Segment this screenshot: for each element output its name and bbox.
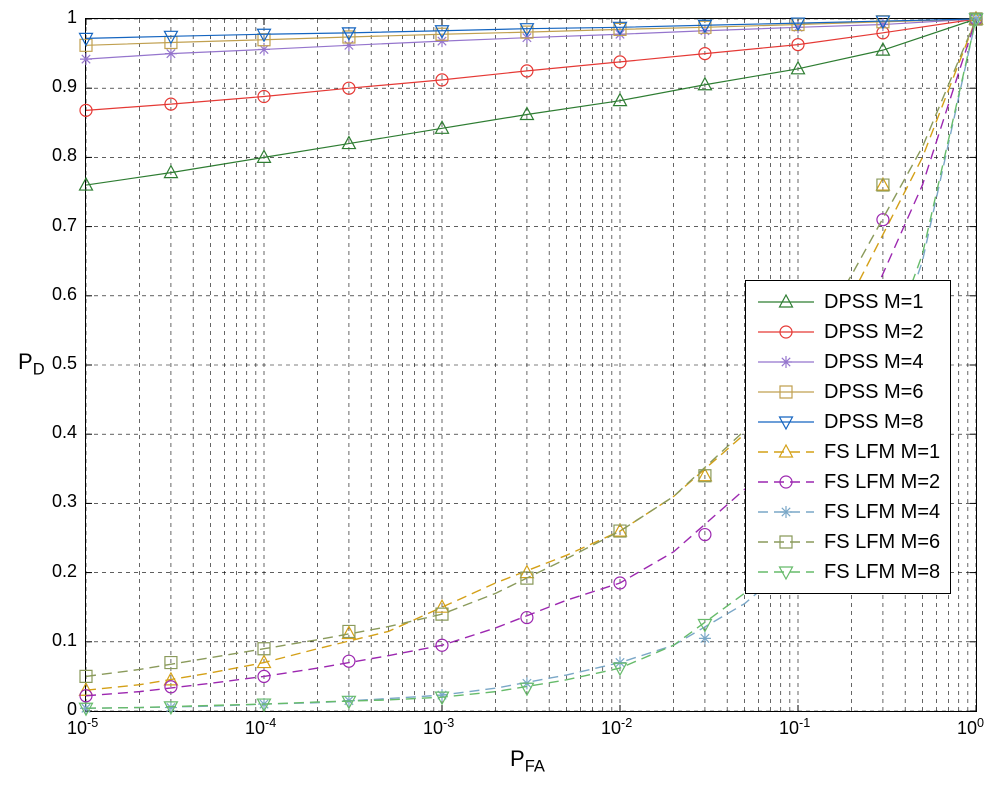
x-tick-label: 10-3 (423, 716, 454, 739)
legend-item-fs_m1: FS LFM M=1 (756, 437, 940, 467)
series-dpss_m2 (86, 19, 976, 110)
legend-label: DPSS M=8 (824, 411, 923, 434)
x-tick-label: 100 (957, 716, 984, 739)
y-tick-label: 0 (67, 699, 77, 720)
legend-label: DPSS M=6 (824, 381, 923, 404)
y-tick-label: 1 (67, 7, 77, 28)
marker-dpss_m4 (699, 25, 711, 37)
marker-fs_m4 (165, 702, 177, 714)
legend-label: DPSS M=2 (824, 321, 923, 344)
y-tick-label: 0.2 (52, 561, 77, 582)
marker-dpss_m4 (165, 48, 177, 60)
marker-fs_m4 (436, 689, 448, 701)
series-dpss_m4 (86, 19, 976, 59)
x-tick-label: 10-2 (601, 716, 632, 739)
legend-label: DPSS M=4 (824, 351, 923, 374)
y-tick-label: 0.5 (52, 353, 77, 374)
legend-item-dpss_m2: DPSS M=2 (756, 317, 940, 347)
y-tick-label: 0.1 (52, 630, 77, 651)
legend-item-dpss_m8: DPSS M=8 (756, 407, 940, 437)
y-tick-label: 0.9 (52, 76, 77, 97)
legend-item-fs_m8: FS LFM M=8 (756, 557, 940, 587)
marker-dpss_m4 (80, 53, 92, 65)
legend-item-fs_m4: FS LFM M=4 (756, 497, 940, 527)
legend-item-dpss_m4: DPSS M=4 (756, 347, 940, 377)
legend-label: FS LFM M=8 (824, 561, 940, 584)
legend-item-fs_m6: FS LFM M=6 (756, 527, 940, 557)
legend-label: FS LFM M=2 (824, 471, 940, 494)
legend-item-fs_m2: FS LFM M=2 (756, 467, 940, 497)
legend-label: DPSS M=1 (824, 291, 923, 314)
y-tick-label: 0.8 (52, 145, 77, 166)
marker-fs_m4 (699, 632, 711, 644)
series-dpss_m1 (86, 19, 976, 185)
y-tick-label: 0.7 (52, 215, 77, 236)
y-tick-label: 0.4 (52, 422, 77, 443)
legend-label: FS LFM M=4 (824, 501, 940, 524)
legend-item-dpss_m1: DPSS M=1 (756, 287, 940, 317)
legend-label: FS LFM M=1 (824, 441, 940, 464)
legend: DPSS M=1 DPSS M=2 DPSS M=4 DPSS M=6 DPSS M=8… (745, 280, 951, 594)
y-tick-label: 0.3 (52, 491, 77, 512)
x-tick-label: 10-4 (245, 716, 276, 739)
y-axis-label: PD (18, 349, 45, 379)
x-tick-label: 10-1 (779, 716, 810, 739)
legend-item-dpss_m6: DPSS M=6 (756, 377, 940, 407)
y-tick-label: 0.6 (52, 284, 77, 305)
legend-label: FS LFM M=6 (824, 531, 940, 554)
x-axis-label: PFA (510, 746, 545, 776)
